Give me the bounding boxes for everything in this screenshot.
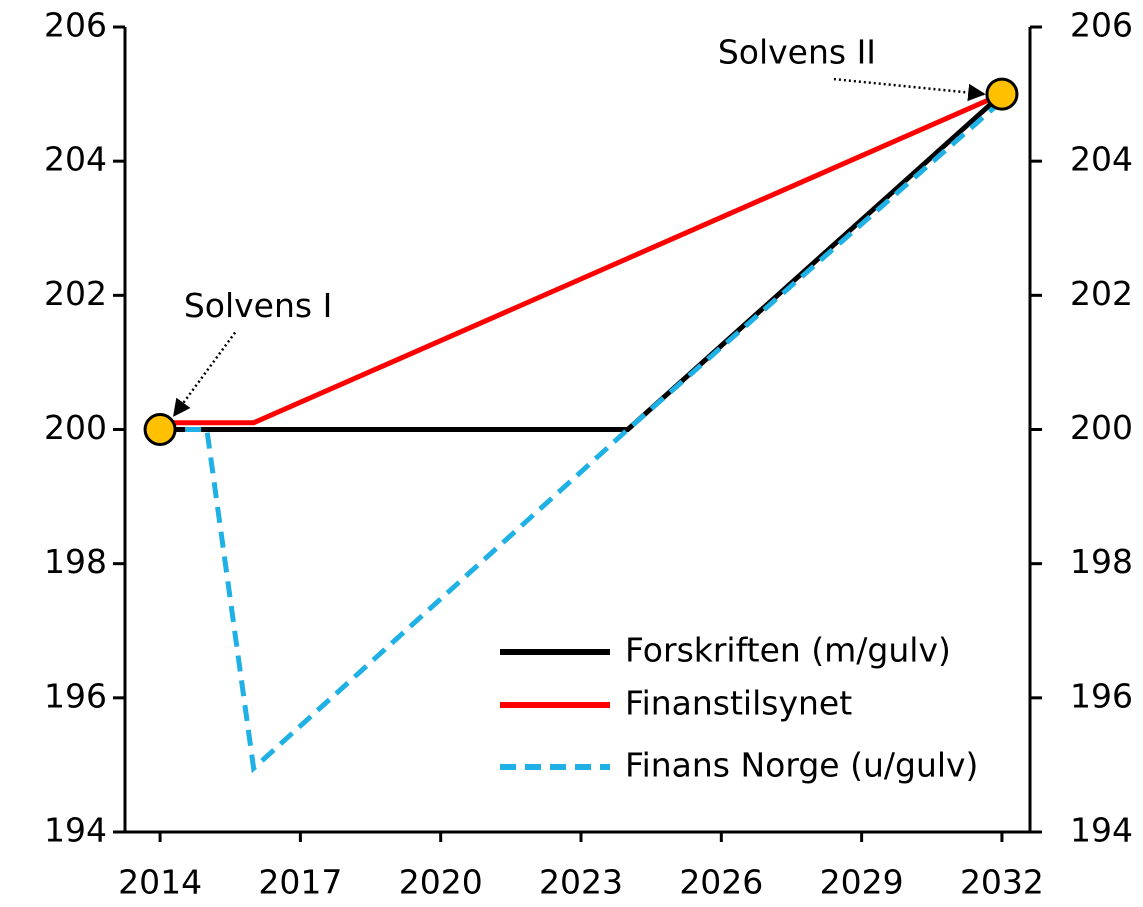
annotation-text: Solvens II	[718, 33, 876, 72]
annotation-marker	[985, 77, 1019, 111]
annotation-arrow	[173, 331, 237, 417]
series-line	[160, 92, 1004, 432]
x-tick-label: 2017	[258, 863, 342, 902]
annotation-text: Solvens I	[184, 286, 332, 325]
annotation-arrow	[833, 77, 986, 102]
x-tick-label: 2023	[539, 863, 623, 902]
x-tick-label: 2014	[118, 863, 202, 902]
y2-tick-label: 198	[1070, 542, 1133, 581]
y-tick-label: 198	[44, 542, 107, 581]
y-tick-label: 202	[44, 274, 107, 313]
x-tick-label: 2026	[679, 863, 763, 902]
y2-tick-label: 204	[1070, 140, 1133, 179]
y2-tick-label: 206	[1070, 6, 1133, 45]
series-line	[160, 91, 1003, 426]
y-tick-label: 194	[44, 811, 107, 850]
y2-tick-label: 194	[1070, 811, 1133, 850]
y2-tick-label: 202	[1070, 274, 1133, 313]
x-tick-label: 2029	[820, 863, 904, 902]
x-tick-label: 2032	[960, 863, 1044, 902]
y-tick-label: 200	[44, 408, 107, 447]
x-tick-label: 2020	[399, 863, 483, 902]
y2-tick-label: 200	[1070, 408, 1133, 447]
legend-label: Forskriften (m/gulv)	[625, 631, 951, 670]
annotation-marker	[143, 413, 177, 446]
series-line	[160, 98, 1004, 774]
y-tick-label: 196	[44, 676, 107, 715]
legend-label: Finans Norge (u/gulv)	[625, 746, 978, 785]
y-tick-label: 206	[44, 6, 107, 45]
y-tick-label: 204	[44, 140, 107, 179]
y2-tick-label: 196	[1070, 676, 1133, 715]
legend-label: Finanstilsynet	[625, 684, 852, 723]
